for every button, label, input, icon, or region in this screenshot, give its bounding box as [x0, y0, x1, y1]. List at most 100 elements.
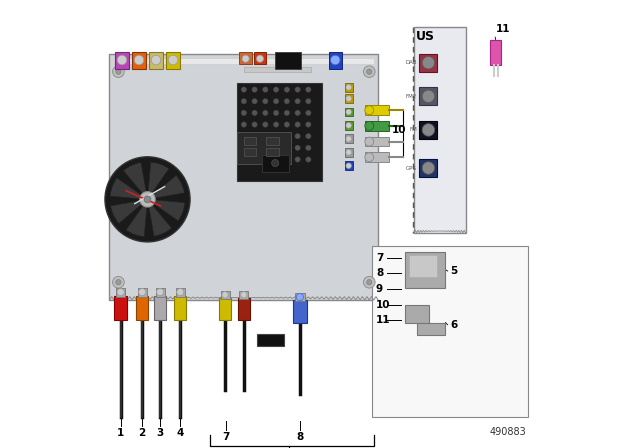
Bar — [244, 148, 257, 156]
Text: 9: 9 — [376, 284, 383, 294]
Circle shape — [177, 289, 184, 296]
Text: 11: 11 — [376, 315, 390, 325]
Circle shape — [252, 122, 257, 127]
Bar — [166, 52, 180, 69]
Bar — [344, 83, 353, 92]
Circle shape — [367, 69, 372, 74]
Text: FM: FM — [410, 127, 417, 133]
Circle shape — [365, 153, 374, 162]
Circle shape — [116, 280, 121, 285]
Circle shape — [262, 134, 268, 139]
Circle shape — [365, 121, 374, 130]
Bar — [154, 296, 166, 320]
Bar — [115, 52, 129, 69]
Bar — [244, 67, 311, 72]
Bar — [293, 300, 307, 323]
Circle shape — [241, 122, 246, 127]
Text: 8: 8 — [376, 268, 383, 278]
Circle shape — [116, 69, 121, 74]
Bar — [409, 255, 437, 277]
Circle shape — [346, 85, 351, 90]
Circle shape — [168, 55, 178, 65]
Circle shape — [151, 55, 161, 65]
Circle shape — [284, 134, 289, 139]
Bar — [138, 288, 147, 297]
Circle shape — [295, 110, 300, 116]
Wedge shape — [147, 162, 169, 199]
Circle shape — [306, 157, 311, 162]
Text: 7: 7 — [222, 432, 230, 442]
Bar — [115, 296, 127, 320]
Circle shape — [306, 122, 311, 127]
Text: 10: 10 — [392, 125, 406, 135]
Bar — [174, 296, 186, 320]
Bar — [344, 161, 353, 170]
Text: 2: 2 — [138, 428, 146, 438]
Text: 1: 1 — [117, 428, 124, 438]
Text: 10: 10 — [376, 300, 390, 310]
Circle shape — [295, 134, 300, 139]
Circle shape — [346, 123, 351, 128]
Circle shape — [346, 150, 351, 155]
Circle shape — [144, 196, 151, 203]
Bar — [219, 298, 231, 320]
Bar — [176, 288, 185, 297]
Bar — [257, 334, 284, 346]
Circle shape — [284, 99, 289, 104]
Text: 6: 6 — [450, 320, 457, 330]
Bar — [156, 288, 164, 297]
Circle shape — [262, 99, 268, 104]
Circle shape — [306, 110, 311, 116]
Circle shape — [367, 280, 372, 285]
Bar — [237, 83, 323, 181]
Circle shape — [252, 134, 257, 139]
Bar — [149, 52, 163, 69]
Bar — [417, 323, 445, 335]
Circle shape — [252, 99, 257, 104]
Wedge shape — [147, 199, 185, 221]
Circle shape — [257, 55, 264, 62]
Circle shape — [138, 289, 146, 296]
Circle shape — [284, 87, 289, 92]
Circle shape — [273, 145, 279, 151]
Circle shape — [295, 122, 300, 127]
Wedge shape — [147, 175, 184, 199]
Circle shape — [422, 56, 435, 69]
Text: DAB: DAB — [406, 60, 417, 65]
Circle shape — [252, 87, 257, 92]
Bar — [109, 54, 378, 300]
Circle shape — [262, 110, 268, 116]
Bar — [365, 121, 389, 131]
Circle shape — [346, 136, 351, 142]
Circle shape — [117, 289, 124, 296]
Circle shape — [273, 110, 279, 116]
Wedge shape — [111, 199, 147, 224]
Circle shape — [295, 145, 300, 151]
Text: FM2: FM2 — [406, 94, 417, 99]
Text: 490883: 490883 — [490, 427, 526, 437]
Circle shape — [273, 87, 279, 92]
Text: 11: 11 — [496, 24, 511, 34]
Bar — [405, 305, 429, 323]
Circle shape — [365, 137, 374, 146]
Circle shape — [113, 276, 124, 288]
Circle shape — [284, 122, 289, 127]
Circle shape — [117, 55, 127, 65]
Circle shape — [271, 159, 279, 167]
Circle shape — [295, 157, 300, 162]
Circle shape — [273, 157, 279, 162]
Bar — [275, 52, 301, 69]
Bar — [114, 58, 374, 64]
Bar — [344, 134, 353, 143]
Text: 4: 4 — [177, 428, 184, 438]
Circle shape — [273, 134, 279, 139]
Text: 8: 8 — [296, 432, 303, 442]
Circle shape — [241, 292, 247, 298]
Circle shape — [262, 145, 268, 151]
Bar — [295, 293, 305, 301]
Circle shape — [252, 157, 257, 162]
Text: 3: 3 — [156, 428, 164, 438]
Text: 7: 7 — [376, 253, 383, 263]
Bar — [253, 52, 266, 64]
Wedge shape — [124, 163, 147, 199]
